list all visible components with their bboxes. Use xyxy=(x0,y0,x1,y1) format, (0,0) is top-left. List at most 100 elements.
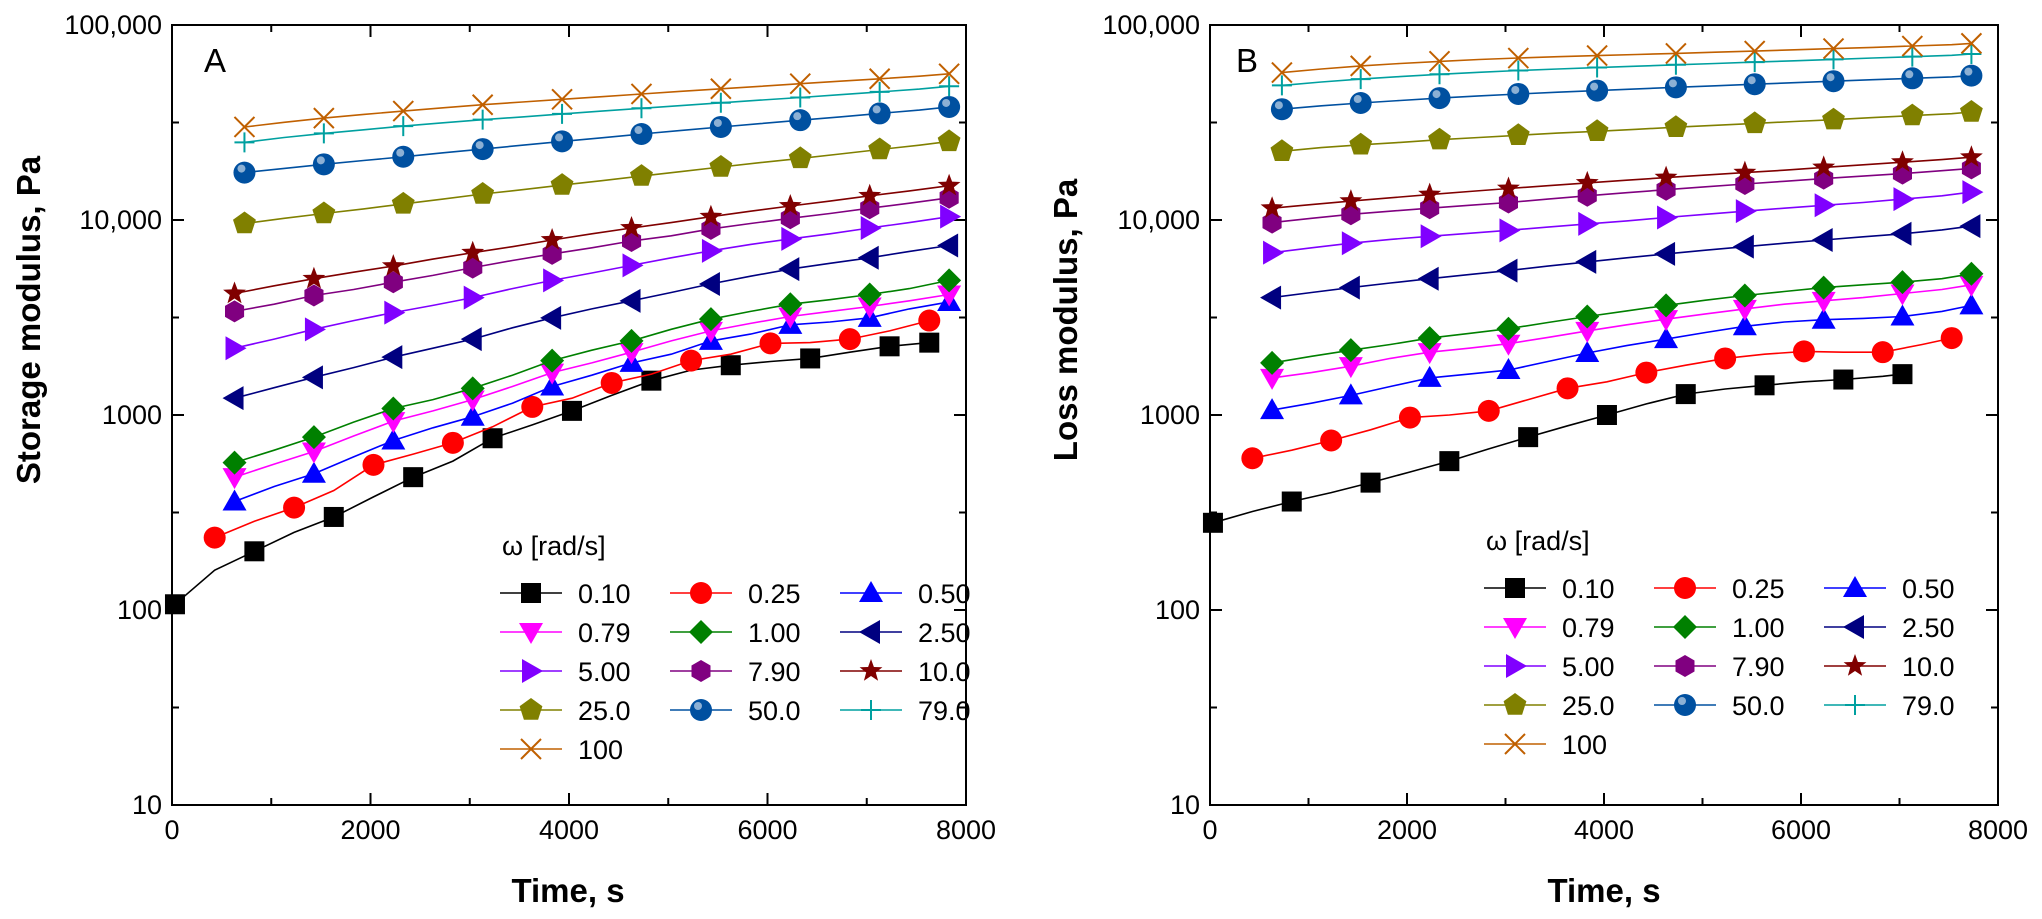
data-point xyxy=(222,386,244,411)
data-point xyxy=(1260,368,1285,390)
data-point xyxy=(1575,170,1599,193)
data-point xyxy=(471,138,494,161)
legend-label: 0.10 xyxy=(1562,574,1615,604)
legend-label: 25.0 xyxy=(1562,691,1615,721)
legend-entry-10-0: 10.0 xyxy=(840,657,971,687)
data-point xyxy=(1959,275,1984,297)
data-point xyxy=(1890,284,1915,306)
data-point xyxy=(857,245,879,270)
data-point xyxy=(619,328,644,353)
data-point xyxy=(1350,69,1371,90)
data-point xyxy=(698,321,723,343)
data-point xyxy=(1960,32,1983,55)
data-point-highlight xyxy=(475,141,484,150)
data-point xyxy=(551,130,574,153)
data-point xyxy=(1577,184,1597,207)
data-point xyxy=(472,109,493,130)
data-point xyxy=(1439,451,1460,472)
data-point xyxy=(164,594,185,615)
data-point xyxy=(312,201,336,224)
data-point xyxy=(1585,119,1609,141)
data-point xyxy=(701,238,723,263)
series-line xyxy=(234,279,950,464)
data-point xyxy=(600,371,623,394)
data-point xyxy=(1890,270,1915,295)
legend-label: 10.0 xyxy=(1902,652,1955,682)
data-point xyxy=(1339,189,1363,211)
data-point xyxy=(362,453,385,476)
data-point xyxy=(542,242,562,265)
series-0-25 xyxy=(203,309,941,549)
legend-title: ω [rad/s] xyxy=(502,531,606,561)
data-point xyxy=(938,95,961,118)
data-point xyxy=(381,254,405,276)
data-point xyxy=(1890,221,1912,246)
data-point xyxy=(1578,211,1600,236)
x-tick-label: 6000 xyxy=(1771,815,1831,845)
data-point xyxy=(313,107,335,129)
data-point xyxy=(1959,214,1981,239)
data-point xyxy=(1732,314,1757,336)
series-line xyxy=(1281,74,1972,110)
y-axis-title: Loss modulus, Pa xyxy=(1047,178,1084,461)
legend-marker xyxy=(1504,733,1526,755)
series-line xyxy=(234,184,950,295)
data-point xyxy=(1900,103,1924,126)
legend-marker xyxy=(1506,654,1527,678)
data-point xyxy=(393,116,414,137)
series-line xyxy=(214,319,930,539)
data-point xyxy=(938,63,960,85)
data-point xyxy=(1338,338,1363,363)
y-axis-title: Storage modulus, Pa xyxy=(10,155,47,484)
data-point xyxy=(937,233,959,258)
data-point xyxy=(857,297,882,319)
data-point xyxy=(1417,343,1442,365)
data-point xyxy=(391,191,415,214)
y-axis-ticks: 10 100 1000 10,000 100,000 xyxy=(64,10,966,820)
data-point xyxy=(551,88,573,110)
data-point xyxy=(868,137,892,160)
data-point-highlight xyxy=(396,148,405,157)
data-point xyxy=(1654,293,1679,318)
data-point xyxy=(1891,150,1914,172)
data-point xyxy=(540,348,565,373)
series-0-25 xyxy=(1241,327,1963,470)
x-tick-label: 0 xyxy=(164,815,179,845)
series-line xyxy=(1281,111,1972,153)
legend-entry-1-00: 1.00 xyxy=(1654,613,1785,643)
legend-entry-25-0: 25.0 xyxy=(1484,691,1615,721)
data-point xyxy=(1959,261,1984,286)
data-point xyxy=(1811,227,1833,252)
legend-entry-7-90: 7.90 xyxy=(1654,652,1785,682)
data-point xyxy=(1732,283,1757,308)
legend-marker xyxy=(859,620,880,644)
data-point xyxy=(540,374,565,396)
legend-entry-79-0: 79.0 xyxy=(840,696,971,726)
legend-marker xyxy=(690,582,712,604)
data-point-highlight xyxy=(872,105,881,114)
data-point xyxy=(1428,127,1451,150)
legend-marker xyxy=(861,700,881,720)
data-point xyxy=(680,349,703,372)
legend-entry-25-0: 25.0 xyxy=(500,696,631,726)
data-point xyxy=(1575,340,1600,362)
series-2-50 xyxy=(1260,214,1981,310)
legend-label: 2.50 xyxy=(1902,613,1955,643)
data-point xyxy=(1360,472,1381,493)
data-point xyxy=(1496,334,1521,356)
data-point xyxy=(1575,249,1597,274)
data-point xyxy=(1596,405,1617,425)
series-2-50 xyxy=(222,233,959,411)
data-point xyxy=(1260,196,1284,218)
data-point xyxy=(788,146,812,169)
series-line xyxy=(1212,373,1903,524)
data-point xyxy=(301,442,326,464)
data-point xyxy=(1506,123,1530,145)
data-point xyxy=(858,183,882,206)
data-point xyxy=(1262,211,1282,234)
legend-label: 0.50 xyxy=(918,579,971,609)
x-tick-label: 2000 xyxy=(1377,815,1437,845)
data-point xyxy=(1349,55,1372,77)
data-point xyxy=(1654,241,1676,266)
legend-label: 100 xyxy=(578,735,623,765)
